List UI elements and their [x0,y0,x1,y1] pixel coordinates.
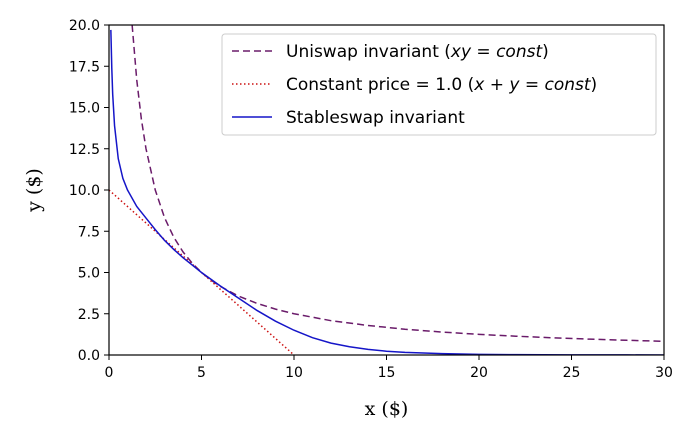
y-tick-label: 12.5 [69,142,100,158]
series-line-2 [109,189,295,355]
x-tick-label: 30 [655,365,673,381]
y-axis-label: y ($) [23,168,45,213]
y-tick-label: 7.5 [78,224,100,240]
x-tick-label: 20 [470,365,488,381]
x-tick-label: 5 [197,365,206,381]
series-line-3 [110,29,664,355]
y-tick-label: 5.0 [78,266,100,282]
y-tick-label: 2.5 [78,307,100,323]
legend-entry: Uniswap invariant (xy = const) [286,42,549,62]
x-tick-label: 0 [105,365,114,381]
y-tick-label: 15.0 [69,101,100,117]
y-tick-label: 0.0 [78,348,100,364]
x-tick-label: 25 [563,365,581,381]
legend: Uniswap invariant (xy = const) Constant p… [221,33,657,136]
y-tick-label: 17.5 [69,59,100,75]
legend-entry: Constant price = 1.0 (x + y = const) [286,75,597,95]
series-line-1 [131,25,664,343]
y-tick-label: 20.0 [69,18,100,34]
legend-entry: Stableswap invariant [286,108,465,128]
x-axis-label: x ($) [365,398,409,420]
y-tick-label: 10.0 [69,183,100,199]
legend-box [221,33,657,136]
x-tick-label: 10 [285,365,303,381]
x-tick-label: 15 [378,365,396,381]
